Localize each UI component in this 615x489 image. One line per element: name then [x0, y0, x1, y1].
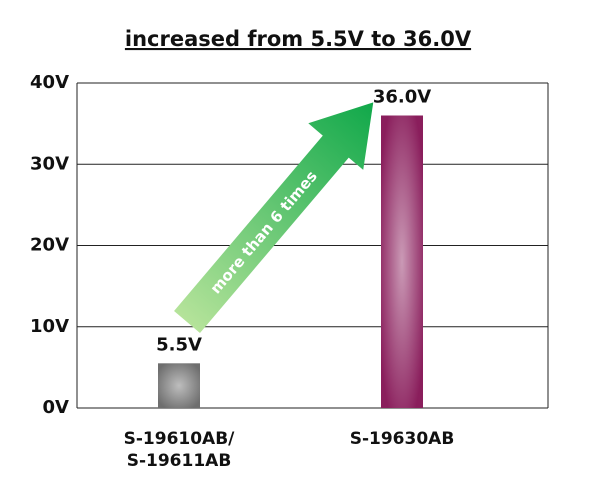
value-label: 5.5V — [156, 334, 202, 355]
x-tick-label: S-19610AB/ S-19611AB — [123, 429, 235, 471]
chart-title: increased from 5.5V to 36.0V — [125, 27, 472, 51]
arrow: more than 6 times — [174, 102, 374, 333]
y-tick-label: 40V — [30, 72, 69, 93]
x-tick-label: S-19630AB — [349, 429, 455, 449]
bar-shine — [381, 115, 423, 408]
arrow-shape — [174, 102, 374, 333]
y-tick-label: 0V — [43, 397, 70, 418]
y-tick-label: 30V — [30, 153, 69, 174]
bar-shine — [158, 363, 200, 408]
value-label: 36.0V — [373, 87, 431, 108]
annotation: more than 6 times — [207, 167, 321, 297]
y-tick-label: 10V — [30, 316, 69, 337]
y-tick-label: 20V — [30, 235, 69, 256]
